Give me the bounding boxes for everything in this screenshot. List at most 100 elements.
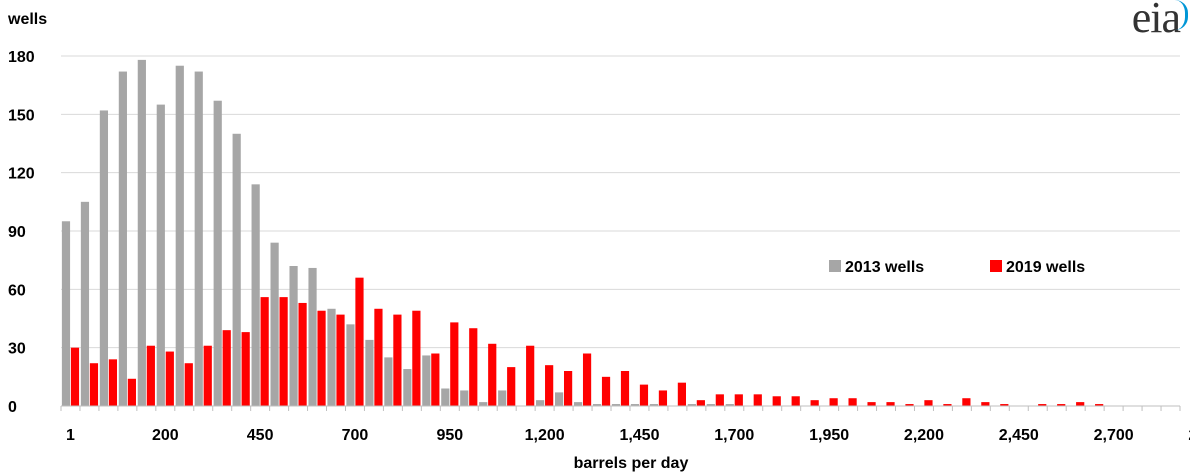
bar-2013 bbox=[251, 184, 260, 406]
legend-label: 2019 wells bbox=[1006, 259, 1085, 276]
y-axis-label: wells bbox=[7, 11, 47, 28]
bar-2019 bbox=[222, 330, 231, 406]
bar-2019 bbox=[1057, 404, 1066, 406]
bar-2013 bbox=[213, 100, 222, 406]
bar-2019 bbox=[867, 402, 876, 406]
legend-swatch bbox=[990, 260, 1002, 272]
bar-2019 bbox=[772, 396, 781, 406]
bar-2019 bbox=[1038, 404, 1047, 406]
bar-2019 bbox=[582, 353, 592, 406]
bar-2019 bbox=[450, 322, 459, 406]
x-tick-label: 450 bbox=[247, 427, 274, 444]
bar-2019 bbox=[184, 363, 193, 406]
x-tick-label: 2,950 bbox=[1188, 427, 1190, 444]
bar-2013 bbox=[725, 404, 734, 406]
eia-logo-arc-icon bbox=[1175, 0, 1188, 30]
x-tick-labels: 1 200 450 700 950 1,200 1,450 1,700 1,950 2,200 2,… bbox=[66, 427, 1190, 444]
bar-2019 bbox=[146, 345, 155, 406]
bar-2019 bbox=[412, 310, 421, 406]
x-tick-label: 1 bbox=[66, 427, 75, 444]
bar-2019 bbox=[734, 394, 743, 406]
y-tick-labels: 0 30 60 90 120 150 180 bbox=[8, 49, 35, 416]
bar-2013 bbox=[479, 402, 488, 406]
bar-2013 bbox=[327, 308, 336, 406]
x-axis-label: barrels per day bbox=[574, 455, 689, 472]
legend-label: 2013 wells bbox=[845, 259, 924, 276]
bar-2013 bbox=[592, 404, 602, 406]
bar-2019 bbox=[564, 371, 573, 406]
bar-2013 bbox=[175, 65, 184, 406]
x-tick-label: 1,200 bbox=[525, 427, 565, 444]
x-tick-label: 1,950 bbox=[809, 427, 849, 444]
bar-2013 bbox=[156, 104, 165, 406]
eia-logo-text: eia bbox=[1131, 0, 1181, 42]
bar-2013 bbox=[118, 71, 127, 407]
bar-2019 bbox=[526, 345, 535, 406]
legend: 2013 wells 2019 wells bbox=[829, 259, 1085, 276]
x-tick-label: 950 bbox=[436, 427, 463, 444]
bar-2019 bbox=[810, 400, 819, 406]
bar-2019 bbox=[241, 332, 250, 406]
bar-2019 bbox=[127, 378, 136, 406]
x-tick-label: 2,450 bbox=[999, 427, 1039, 444]
bar-2019 bbox=[715, 394, 724, 406]
bar-2013 bbox=[403, 369, 412, 406]
bar-2019 bbox=[677, 382, 686, 406]
bar-2013 bbox=[61, 221, 71, 406]
bar-2013 bbox=[346, 324, 355, 406]
bar-2019 bbox=[317, 310, 326, 406]
bar-2013 bbox=[422, 355, 431, 406]
x-tick-label: 700 bbox=[342, 427, 369, 444]
bar-2019 bbox=[469, 328, 478, 406]
bar-2013 bbox=[232, 133, 241, 406]
bar-2019 bbox=[791, 396, 800, 406]
bar-2019 bbox=[431, 353, 440, 406]
bar-2019 bbox=[829, 398, 838, 406]
bar-2013 bbox=[384, 357, 393, 406]
bar-2019 bbox=[165, 351, 174, 406]
x-tick-label: 200 bbox=[152, 427, 179, 444]
bar-2019 bbox=[658, 390, 668, 406]
bar-2019 bbox=[393, 314, 402, 406]
x-tick-label: 1,700 bbox=[714, 427, 754, 444]
bar-2013 bbox=[649, 404, 659, 406]
bar-2019 bbox=[696, 400, 705, 406]
bar-2019 bbox=[260, 297, 269, 406]
axes bbox=[60, 405, 1181, 411]
bar-2013 bbox=[536, 400, 545, 406]
bar-2019 bbox=[488, 343, 497, 406]
y-tick-label: 60 bbox=[8, 282, 26, 299]
gridlines bbox=[61, 55, 1180, 349]
bar-2019 bbox=[336, 314, 345, 406]
bar-2019 bbox=[89, 363, 99, 406]
bar-2019 bbox=[753, 394, 762, 406]
bar-2013 bbox=[289, 266, 298, 406]
bar-2013 bbox=[270, 242, 279, 406]
bars bbox=[61, 59, 1104, 407]
bar-2013 bbox=[573, 402, 583, 406]
bar-2013 bbox=[555, 392, 564, 406]
y-tick-label: 30 bbox=[8, 341, 26, 358]
bar-2019 bbox=[108, 359, 118, 406]
bar-2013 bbox=[80, 201, 90, 406]
bar-2013 bbox=[137, 59, 146, 407]
bar-2019 bbox=[1000, 404, 1009, 406]
bar-2013 bbox=[630, 404, 640, 406]
y-tick-label: 180 bbox=[8, 49, 35, 66]
y-tick-label: 120 bbox=[8, 166, 35, 183]
x-tick-label: 2,700 bbox=[1094, 427, 1134, 444]
y-tick-label: 90 bbox=[8, 224, 26, 241]
bar-2019 bbox=[962, 398, 971, 406]
bar-2013 bbox=[687, 404, 696, 406]
bar-2013 bbox=[498, 390, 507, 406]
x-tick-label: 2,200 bbox=[904, 427, 944, 444]
bar-2019 bbox=[298, 302, 307, 406]
eia-logo: eia bbox=[1131, 0, 1181, 43]
bar-2019 bbox=[1095, 404, 1104, 406]
bar-2019 bbox=[70, 347, 80, 406]
y-tick-label: 150 bbox=[8, 107, 35, 124]
bar-2019 bbox=[374, 308, 383, 406]
bar-2019 bbox=[545, 365, 554, 406]
bar-2013 bbox=[460, 390, 469, 406]
bar-2019 bbox=[886, 402, 895, 406]
